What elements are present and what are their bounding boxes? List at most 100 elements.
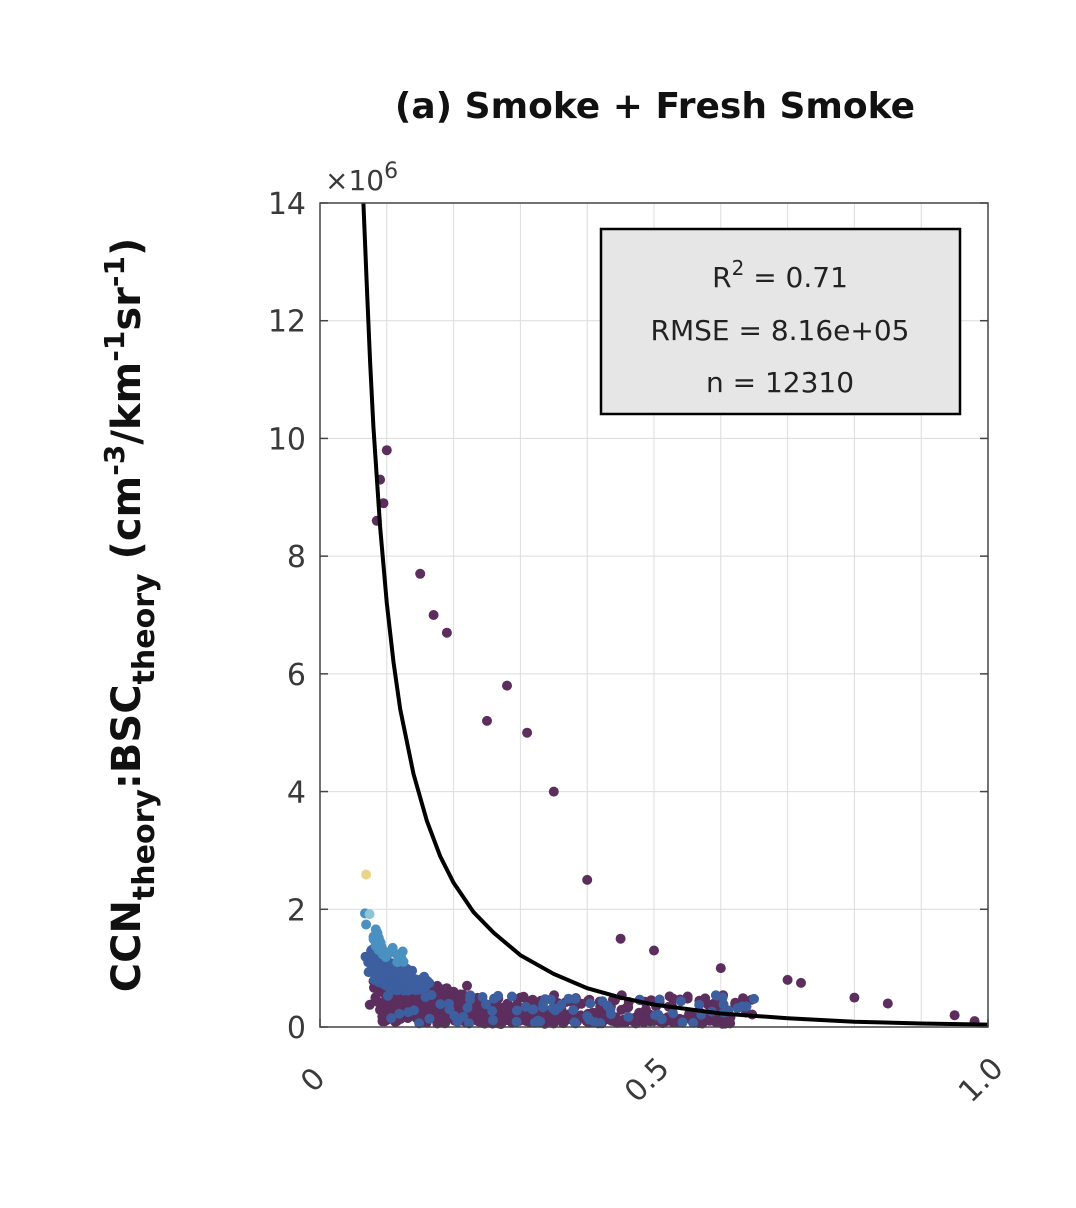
scatter-point	[550, 1005, 561, 1016]
scatter-point	[741, 1001, 752, 1012]
y-axis-label: CCNtheory:BSCtheory (cm-3/km-1sr-1)	[98, 238, 162, 993]
scatter-point	[882, 998, 893, 1009]
y-tick-label: 12	[268, 305, 306, 340]
scatter-point	[561, 1014, 572, 1025]
scatter-point	[419, 971, 430, 982]
fit-curve-group	[361, 202, 989, 1027]
scatter-point	[649, 945, 659, 956]
stats-r2: R2 = 0.71	[712, 256, 848, 294]
y-tick-label: 10	[268, 422, 306, 457]
y-axis-label-unit-mid: /km	[104, 362, 150, 445]
scatter-point	[386, 1013, 397, 1024]
scatter-point	[796, 977, 806, 988]
scatter-point	[477, 992, 488, 1002]
y-axis-label-sup1: -3	[98, 445, 131, 476]
fit-curve	[361, 202, 989, 1027]
scatter-point	[415, 568, 426, 579]
scatter-point	[606, 1009, 616, 1020]
scatter-point	[528, 1004, 539, 1015]
scatter-point	[428, 610, 439, 620]
scatter-point	[675, 996, 686, 1007]
y-tick-label: 0	[287, 1011, 306, 1046]
scatter-point	[397, 946, 408, 957]
scatter-point	[420, 992, 431, 1002]
x-tick-label: 0.5	[618, 1051, 676, 1109]
scatter-point	[654, 994, 665, 1005]
scatter-point	[949, 1010, 960, 1021]
scatter-point	[540, 994, 551, 1005]
scatter-point	[697, 1018, 708, 1029]
scatter-point	[688, 1017, 699, 1028]
scatter-point	[378, 498, 389, 509]
stats-r2-sup: 2	[732, 256, 745, 280]
scatter-point	[612, 1017, 623, 1028]
scatter-point	[677, 1017, 688, 1028]
scatter-point	[511, 1016, 522, 1027]
scatter-point	[382, 990, 393, 1001]
scatter-point	[623, 1012, 634, 1022]
y-axis-label-prefix: CCN	[104, 900, 150, 992]
y-axis-label-sub2: theory	[127, 573, 162, 684]
scatter-point	[462, 980, 472, 991]
y-axis-label-unit-sr: sr	[104, 287, 150, 331]
scatter-point	[488, 1015, 498, 1026]
scatter-point	[715, 963, 726, 974]
scatter-point	[375, 1004, 385, 1015]
scatter-point	[589, 1017, 600, 1028]
y-axis-label-sub1: theory	[127, 789, 162, 900]
y-tick-label: 2	[287, 893, 306, 928]
scatter-point	[511, 1005, 522, 1016]
scatter-point	[749, 993, 759, 1004]
y-tick-label: 6	[287, 658, 306, 693]
stats-box: R2 = 0.71 RMSE = 8.16e+05 n = 12310	[599, 227, 962, 416]
scatter-point	[548, 786, 559, 797]
scatter-point	[502, 680, 512, 691]
y-tick-label: 8	[287, 540, 306, 575]
scatter-point	[597, 996, 608, 1007]
scatter-point	[570, 993, 581, 1004]
y-tick-label: 14	[268, 187, 306, 222]
scatter-point	[718, 999, 729, 1010]
scatter-point	[720, 1018, 731, 1029]
axes	[319, 202, 989, 1028]
chart-title: (a) Smoke + Fresh Smoke	[395, 86, 915, 127]
y-multiplier-exponent: 6	[384, 159, 398, 184]
y-tick-label: 4	[287, 776, 306, 811]
scatter-point	[694, 999, 705, 1010]
scatter-point	[464, 1018, 475, 1029]
y-multiplier: ×106	[325, 159, 398, 197]
y-axis-label-sup3: -1	[98, 256, 131, 287]
scatter-point	[738, 993, 748, 1004]
stats-r2-value: = 0.71	[744, 261, 848, 294]
stats-box-frame	[599, 227, 962, 416]
scatter-point	[449, 1010, 460, 1021]
stats-r2-prefix: R	[712, 261, 731, 294]
scatter-point	[439, 1018, 450, 1029]
scatter-point	[403, 1007, 414, 1018]
scatter-point	[493, 990, 504, 1001]
stats-n: n = 12310	[706, 366, 854, 399]
scatter-point	[478, 1015, 489, 1026]
scatter-point	[476, 1006, 486, 1017]
scatter-point	[568, 1005, 579, 1015]
scatter-point	[522, 727, 533, 738]
y-multiplier-base: ×10	[325, 164, 384, 197]
scatter-point	[650, 1010, 661, 1021]
scatter-point	[615, 933, 626, 944]
scatter-point	[668, 1008, 678, 1019]
scatter-point	[361, 919, 372, 930]
scatter-point	[538, 1002, 549, 1013]
scatter-point	[465, 994, 475, 1005]
scatter-point	[441, 627, 452, 638]
scatter-point	[782, 974, 793, 985]
scatter-point	[387, 942, 398, 953]
scatter-point	[361, 869, 372, 880]
scatter-point	[462, 1002, 473, 1013]
scatter-point	[532, 1015, 543, 1026]
stats-rmse: RMSE = 8.16e+05	[651, 314, 910, 347]
scatter-point	[506, 991, 517, 1002]
scatter-point	[394, 1008, 405, 1019]
scatter-point	[364, 909, 375, 920]
scatter-point	[710, 990, 721, 1001]
